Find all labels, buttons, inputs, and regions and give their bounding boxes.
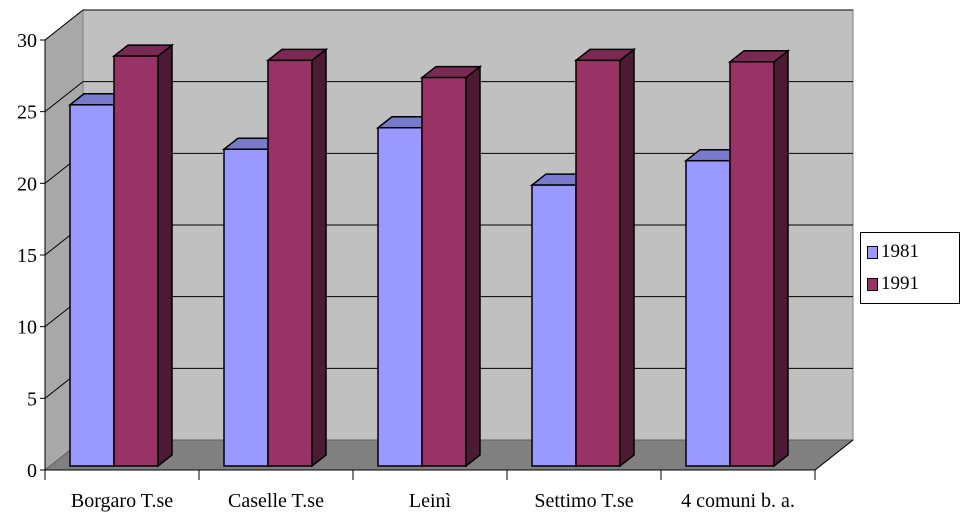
floor-edge — [814, 439, 854, 471]
bar-side — [311, 47, 327, 468]
y-tick-label: 25 — [17, 102, 37, 124]
y-tick-label: 0 — [27, 460, 37, 482]
bar-side — [465, 65, 481, 468]
bar-front — [729, 61, 775, 467]
bar-front — [377, 126, 423, 467]
bar-side — [773, 49, 789, 468]
bar-front — [113, 55, 159, 467]
gridline-side — [44, 9, 84, 41]
bars — [67, 43, 791, 468]
bar-front — [685, 159, 731, 467]
gridline-side — [44, 81, 84, 113]
bar-front — [575, 59, 621, 467]
x-tick-label: Caselle T.se — [228, 490, 324, 512]
bar-front — [69, 104, 115, 467]
bar-1991-3 — [419, 65, 483, 468]
y-tick-label: 20 — [17, 173, 37, 195]
bar-side — [157, 43, 173, 468]
y-tick-label: 30 — [17, 30, 37, 52]
bar-front — [223, 148, 269, 467]
x-tick-label: Leinì — [409, 490, 452, 512]
x-tick-labels: Borgaro T.se Caselle T.se Leinì Settimo T.s… — [71, 490, 795, 512]
legend: 1981 1991 — [860, 232, 960, 304]
bar-side — [619, 47, 635, 468]
x-tick-label: Settimo T.se — [534, 490, 633, 512]
x-tick-label: 4 comuni b. a. — [681, 490, 795, 512]
legend-item-1991: 1991 — [867, 273, 919, 295]
axes — [44, 40, 854, 480]
y-tick-labels: 0 5 10 15 20 25 30 — [17, 30, 45, 482]
bar-front — [531, 184, 577, 467]
bar-front — [267, 59, 313, 467]
bar-1991-1 — [111, 43, 175, 468]
legend-swatch-1981 — [867, 245, 878, 259]
legend-swatch-1991 — [867, 277, 878, 291]
bar-1991-5 — [727, 49, 791, 468]
y-tick-label: 5 — [27, 388, 37, 410]
bar-1991-2 — [265, 47, 329, 468]
legend-item-1981: 1981 — [867, 241, 919, 263]
y-tick-label: 15 — [17, 245, 37, 267]
legend-label-1981: 1981 — [881, 241, 919, 262]
bar-1991-4 — [573, 47, 637, 468]
legend-label-1991: 1991 — [881, 273, 919, 294]
y-tick-label: 10 — [17, 317, 37, 339]
bar-front — [421, 76, 467, 467]
x-tick-label: Borgaro T.se — [71, 490, 173, 512]
